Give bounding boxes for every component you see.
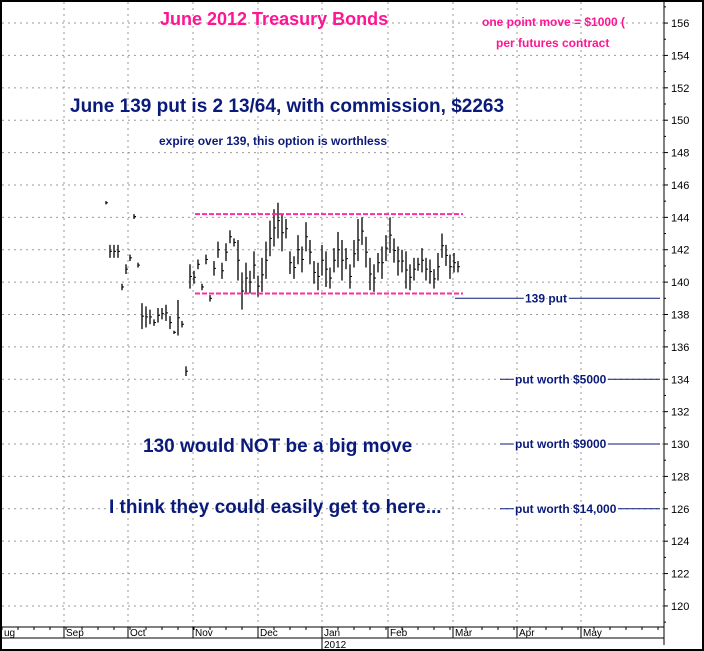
x-tick-label: Feb: [390, 628, 408, 639]
expiry-note: expire over 139, this option is worthles…: [159, 134, 388, 148]
level-label: put worth $5000: [515, 372, 607, 386]
y-tick-label: 152: [671, 83, 689, 95]
x-tick-label: Oct: [130, 628, 146, 639]
y-tick-label: 140: [671, 277, 689, 289]
x-axis: ug Sep Oct Nov Dec Jan Feb Mar Apr May 2012: [1, 626, 664, 651]
y-tick-label: 128: [671, 471, 689, 483]
level-label: put worth $9000: [515, 437, 607, 451]
y-tick-label: 136: [671, 342, 689, 354]
y-tick-label: 156: [671, 18, 689, 30]
y-tick-label: 130: [671, 439, 689, 451]
y-tick-label: 122: [671, 569, 689, 581]
big-move-note: 130 would NOT be a big move: [143, 436, 413, 457]
y-tick-label: 134: [671, 374, 689, 386]
y-tick-label: 138: [671, 310, 689, 322]
chart-title: June 2012 Treasury Bonds: [160, 9, 389, 29]
x-tick-label: ug: [4, 628, 15, 639]
y-tick-label: 124: [671, 536, 689, 548]
x-tick-label: Mar: [455, 628, 473, 639]
y-tick-label: 144: [671, 212, 689, 224]
x-tick-label: Sep: [66, 628, 84, 639]
grid-lines: [2, 2, 664, 627]
x-tick-label: Nov: [195, 628, 213, 639]
contract-note-line1: one point move = $1000 (: [482, 15, 626, 29]
contract-note-line2: per futures contract: [496, 36, 610, 50]
put-price-note: June 139 put is 2 13/64, with commission…: [70, 96, 505, 117]
level-label: put worth $14,000: [515, 502, 617, 516]
x-tick-label: Dec: [260, 628, 278, 639]
y-tick-label: 142: [671, 245, 689, 257]
level-label: 139 put: [525, 291, 567, 305]
x-tick-label: Apr: [519, 628, 535, 639]
y-tick-label: 120: [671, 601, 689, 613]
y-tick-label: 132: [671, 407, 689, 419]
x-tick-label: May: [583, 628, 602, 639]
y-tick-label: 150: [671, 115, 689, 127]
y-axis: 120 122 124 126 128 130 132 134 136 138 140 142 144 1…: [663, 2, 689, 645]
y-tick-label: 154: [671, 50, 689, 62]
x-tick-label: Jan: [324, 628, 340, 639]
x-year-label: 2012: [324, 640, 347, 651]
y-tick-label: 148: [671, 148, 689, 160]
put-levels: 139 put put worth $5000 put worth $9000 put…: [455, 289, 660, 518]
y-tick-label: 146: [671, 180, 689, 192]
range-channel: [195, 213, 463, 295]
price-bars: [105, 201, 460, 377]
y-tick-label: 126: [671, 504, 689, 516]
target-note: I think they could easily get to here...: [109, 497, 442, 518]
